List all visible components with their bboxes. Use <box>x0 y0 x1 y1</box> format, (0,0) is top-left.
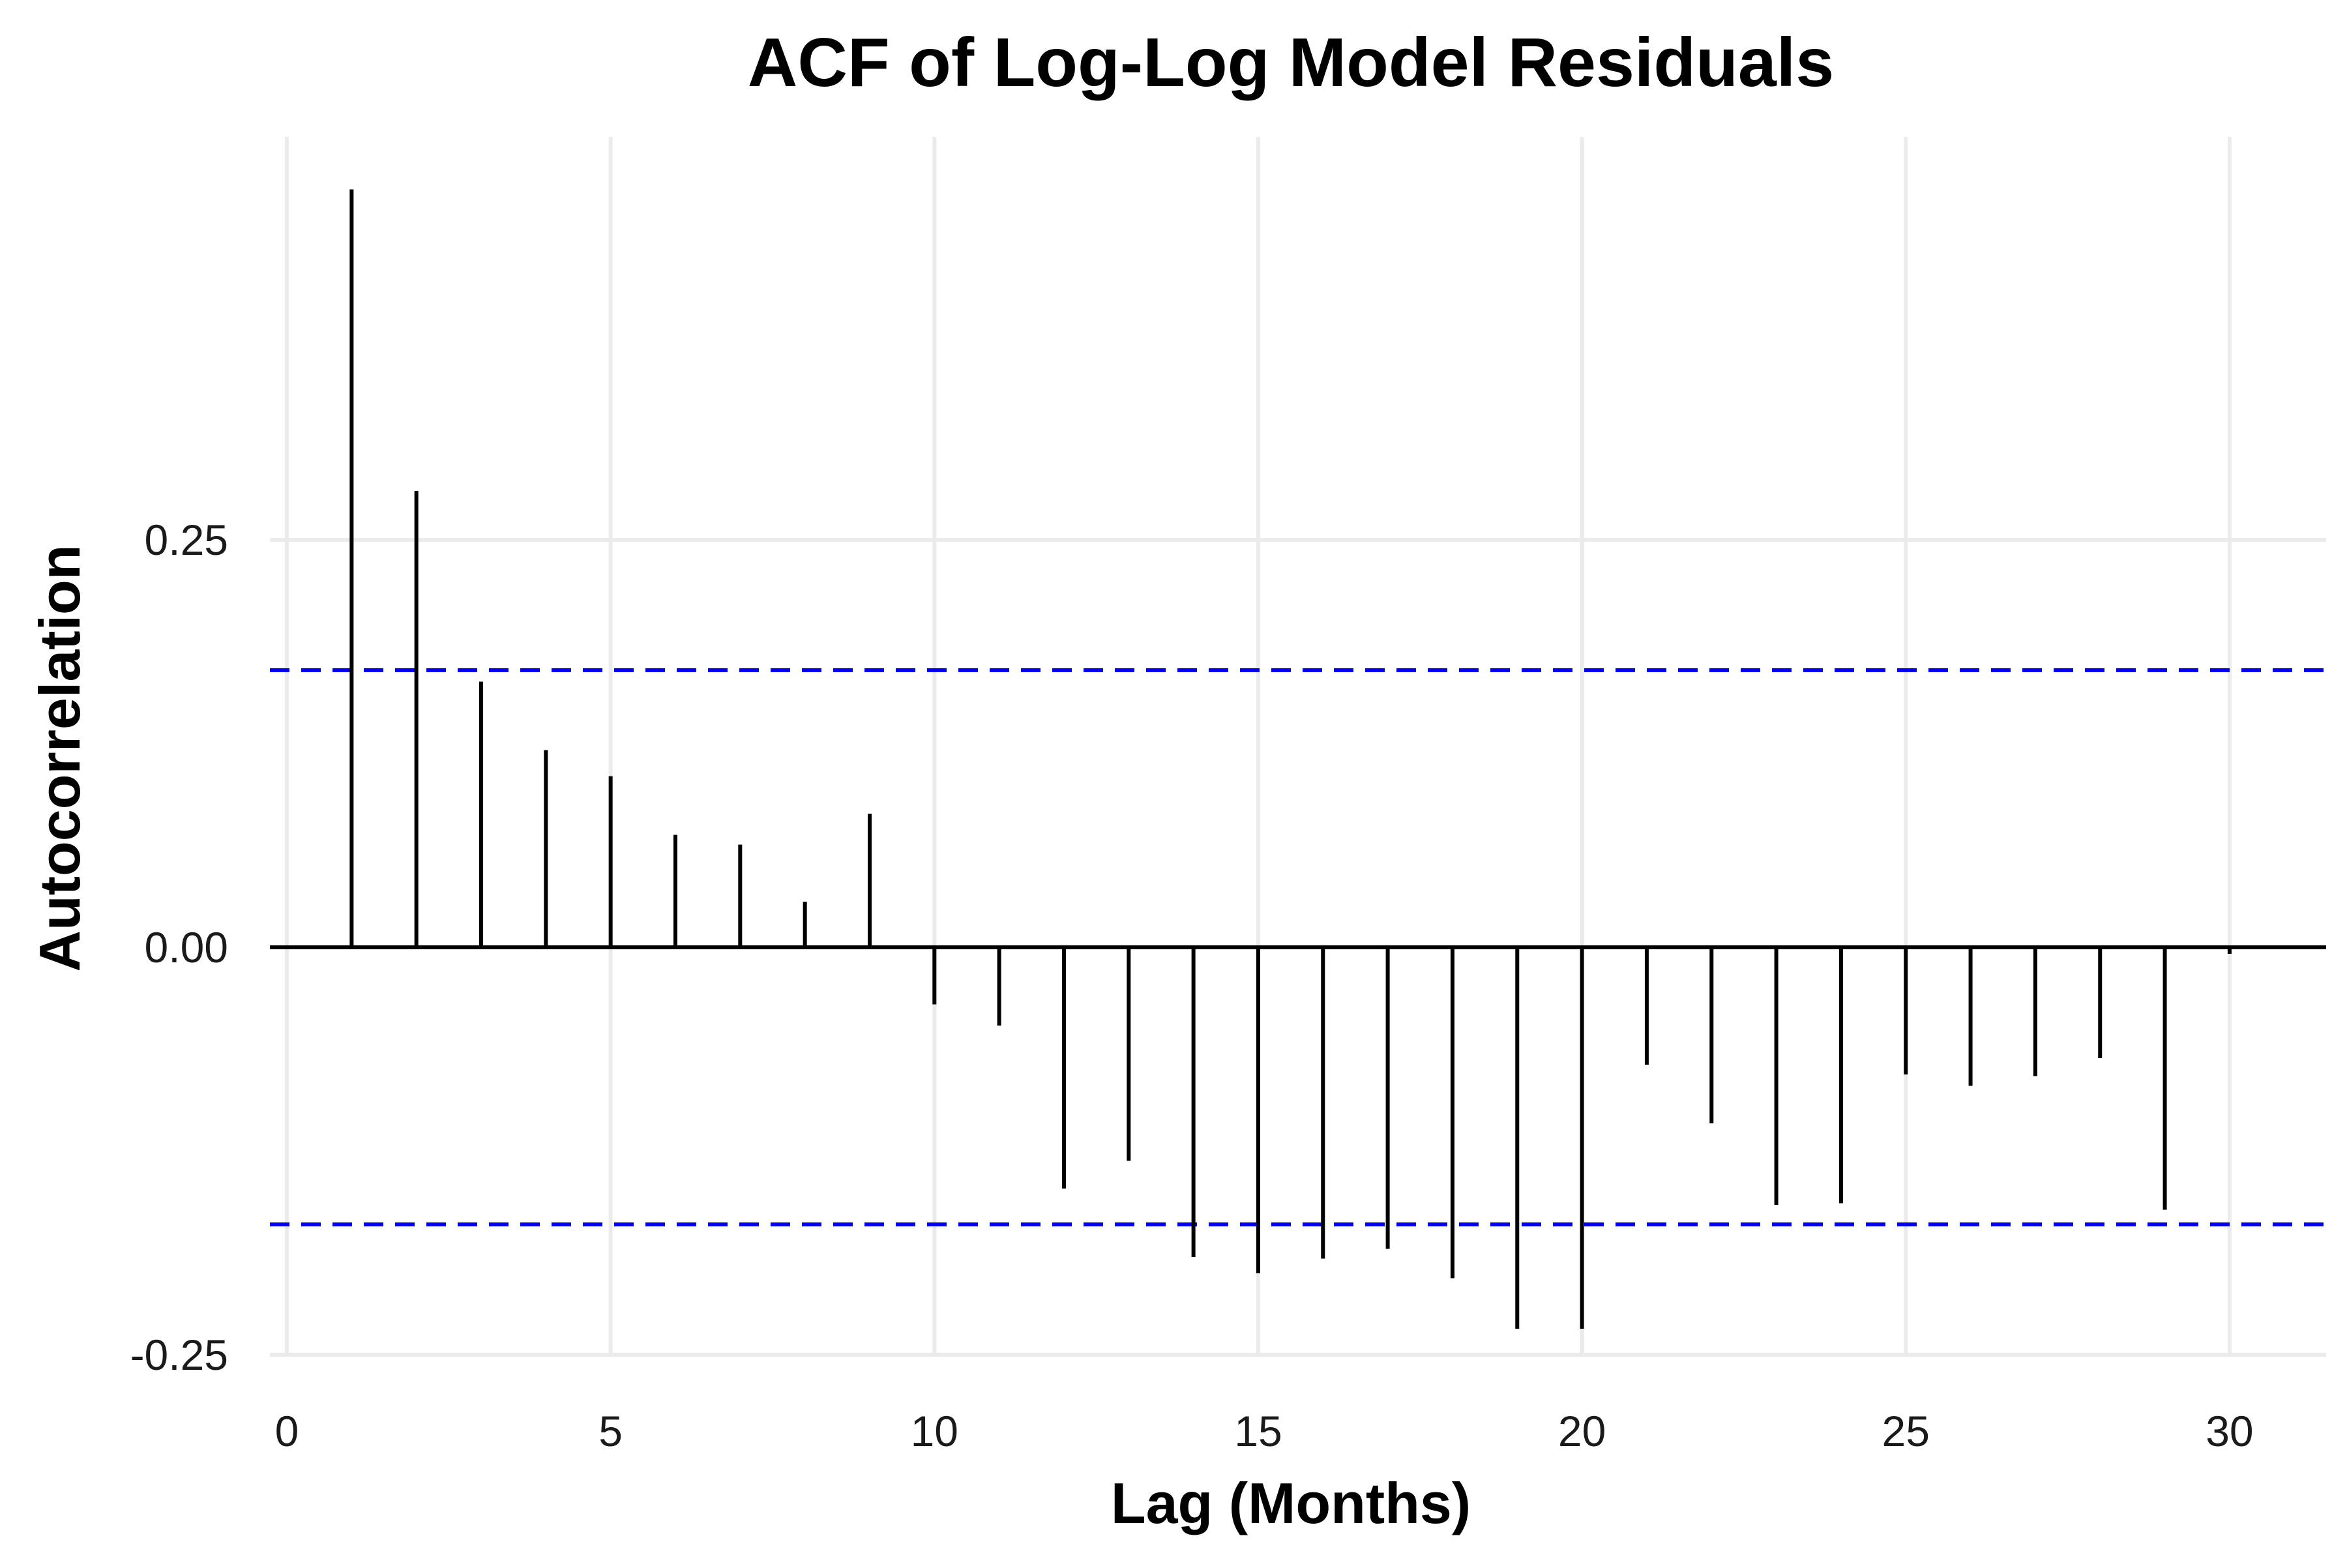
tick-labels-layer: 0 5 10 15 20 25 30 0.25 0.00 -0.25 <box>130 516 2254 1455</box>
chart-title: ACF of Log-Log Model Residuals <box>748 24 1834 101</box>
x-tick-label: 0 <box>275 1407 299 1455</box>
x-tick-label: 10 <box>911 1407 958 1455</box>
x-tick-label: 15 <box>1234 1407 1282 1455</box>
x-tick-label: 5 <box>598 1407 623 1455</box>
x-tick-label: 25 <box>1882 1407 1930 1455</box>
acf-bars-layer <box>349 189 2232 1329</box>
x-tick-label: 30 <box>2206 1407 2253 1455</box>
x-tick-label: 20 <box>1558 1407 1606 1455</box>
grid-layer <box>270 137 2326 1357</box>
y-tick-label: -0.25 <box>130 1331 228 1379</box>
y-axis-title: Autocorrelation <box>27 544 92 971</box>
y-tick-label: 0.25 <box>145 516 228 564</box>
x-axis-title: Lag (Months) <box>1111 1471 1471 1535</box>
y-tick-label: 0.00 <box>145 923 228 971</box>
